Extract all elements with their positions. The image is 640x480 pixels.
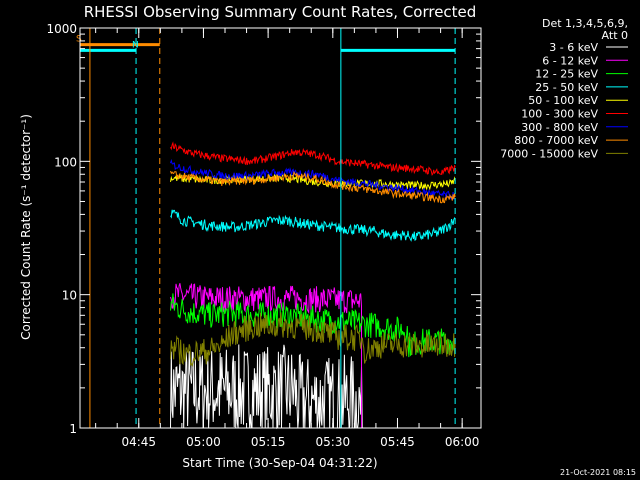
y-axis-label: Corrected Count Rate (s⁻¹ detector⁻¹)	[19, 114, 33, 340]
y-tick-label: 100	[54, 155, 77, 169]
x-axis-label: Start Time (30-Sep-04 04:31:22)	[182, 456, 377, 470]
legend-label-4: 50 - 100 keV	[528, 94, 598, 107]
flag-label-0: S	[76, 35, 82, 45]
timestamp-footer: 21-Oct-2021 08:15	[560, 468, 636, 477]
legend-header-0: Det 1,3,4,5,6,9,	[542, 17, 628, 30]
x-tick-label: 05:00	[186, 435, 221, 449]
series-line-2	[170, 293, 456, 358]
series-line-8	[170, 312, 456, 367]
chart-title: RHESSI Observing Summary Count Rates, Co…	[84, 3, 477, 21]
series-line-0	[170, 344, 363, 430]
series-line-5	[170, 141, 456, 176]
series-line-3	[170, 209, 456, 242]
x-tick-label: 05:15	[251, 435, 286, 449]
series-line-1	[170, 283, 363, 429]
legend-label-2: 12 - 25 keV	[535, 68, 598, 81]
series-line-4	[170, 173, 456, 191]
legend-label-5: 100 - 300 keV	[521, 108, 598, 121]
x-tick-label: 06:00	[445, 435, 480, 449]
series-line-7	[170, 170, 456, 204]
series-line-6	[170, 158, 456, 200]
legend-label-7: 800 - 7000 keV	[514, 134, 598, 147]
y-tick-label: 10	[62, 289, 77, 303]
legend-label-3: 25 - 50 keV	[535, 81, 598, 94]
x-tick-label: 04:45	[121, 435, 156, 449]
flag-label-1: N	[132, 40, 139, 50]
x-tick-label: 05:45	[380, 435, 415, 449]
legend-header-1: Att 0	[602, 29, 628, 42]
legend-label-8: 7000 - 15000 keV	[500, 147, 598, 160]
legend-label-1: 6 - 12 keV	[542, 54, 598, 67]
plot-frame	[79, 27, 482, 429]
y-tick-label: 1	[69, 422, 77, 436]
legend-label-0: 3 - 6 keV	[549, 41, 598, 54]
x-tick-label: 05:30	[316, 435, 351, 449]
y-tick-label: 1000	[46, 22, 77, 36]
legend-label-6: 300 - 800 keV	[521, 121, 598, 134]
